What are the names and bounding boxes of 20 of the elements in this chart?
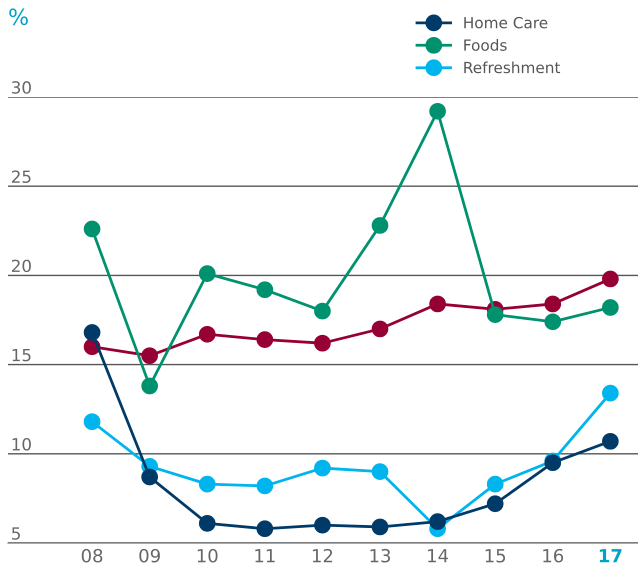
x-tick-label: 15 [486,549,506,563]
y-tick-label: 15 [12,348,31,362]
legend-label: Foods [464,39,507,51]
y-axis-title: % [9,8,28,26]
x-tick-label: 13 [370,548,390,563]
legend-label: Home Care [464,16,548,28]
y-tick-label: 30 [12,81,31,94]
y-tick-label: 20 [12,260,31,272]
x-tick-label: 11 [255,549,275,562]
y-tick-label: 10 [12,438,31,451]
x-tick-label: 08 [82,548,102,563]
x-tick-label: 09 [139,548,160,563]
y-tick-label: 25 [12,170,31,183]
x-tick-label: 12 [312,548,332,562]
legend-label: Refreshment [464,61,560,74]
y-tick-label: 5 [12,527,20,540]
x-tick-label: 16 [543,548,564,563]
x-tick-label: 17 [600,549,622,562]
x-tick-label: 10 [198,548,218,563]
x-tick-label: 14 [428,549,448,562]
